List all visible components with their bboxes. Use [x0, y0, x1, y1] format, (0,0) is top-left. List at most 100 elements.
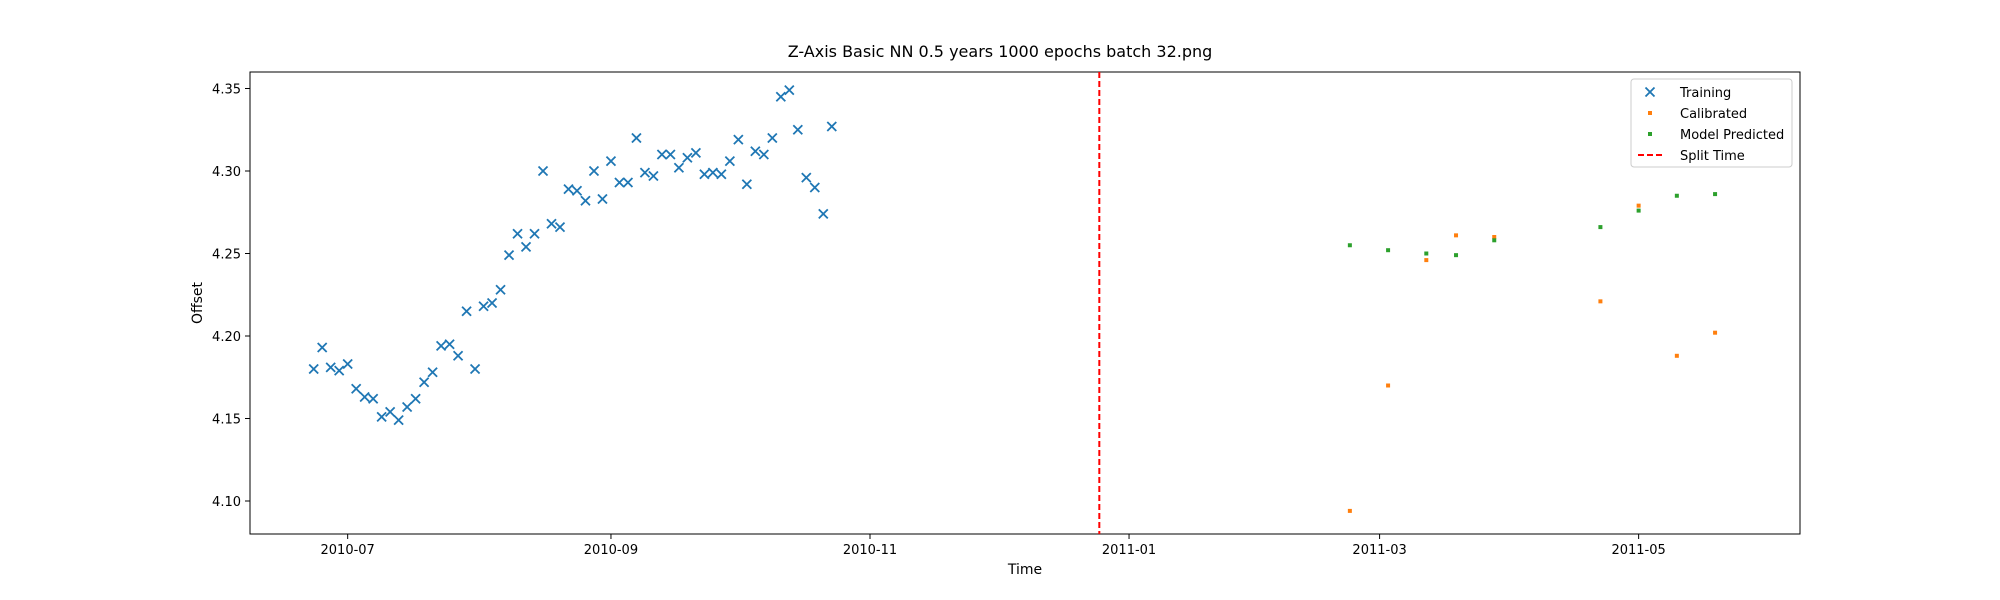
predicted-point [1347, 243, 1352, 248]
training-point [724, 155, 735, 167]
legend-marker-calibrated [1648, 111, 1652, 115]
y-tick-label: 4.15 [212, 413, 241, 428]
training-point [622, 177, 634, 188]
x-tick-label: 2011-01 [1102, 543, 1156, 558]
training-point [631, 132, 642, 144]
training-point [393, 415, 404, 426]
legend-label: Training [1679, 86, 1731, 101]
training-point [325, 362, 336, 373]
x-axis: 2010-07 2010-09 2010-11 2011-01 2011-03 2011-… [321, 534, 1666, 558]
predicted-point [1492, 238, 1497, 243]
x-axis-label: Time [1007, 562, 1042, 578]
training-point [716, 169, 727, 180]
calibrated-point [1386, 383, 1391, 388]
legend-label: Model Predicted [1680, 128, 1784, 143]
training-point [707, 167, 719, 178]
y-tick-label: 4.10 [212, 495, 241, 510]
calibrated-point [1424, 258, 1429, 263]
training-point [614, 177, 625, 188]
training-point [563, 184, 574, 195]
legend-label: Split Time [1680, 149, 1745, 164]
training-point [801, 172, 812, 183]
calibrated-point [1347, 508, 1352, 513]
calibrated-point [1598, 299, 1603, 304]
training-point [368, 393, 379, 404]
training-point [784, 85, 795, 96]
training-point [639, 167, 651, 178]
training-point [427, 367, 438, 378]
training-point [486, 297, 498, 309]
training-point [588, 165, 600, 177]
training-point [699, 169, 710, 180]
training-point [682, 152, 693, 163]
training-point [452, 350, 464, 361]
training-point [571, 185, 583, 196]
training-point [444, 339, 455, 350]
training-point [469, 363, 481, 375]
training-point [461, 306, 472, 317]
predicted-point [1386, 248, 1391, 253]
y-axis-label: Offset [190, 281, 206, 324]
training-point [546, 218, 557, 229]
training-point [818, 208, 829, 220]
predicted-point [1454, 253, 1459, 258]
legend-label: Calibrated [1680, 107, 1747, 122]
predicted-point [1424, 251, 1429, 256]
training-point [741, 179, 752, 190]
training-point [580, 195, 591, 206]
y-tick-label: 4.25 [212, 248, 241, 263]
training-point [478, 301, 489, 312]
series-calibrated [1347, 203, 1718, 513]
training-point [520, 241, 532, 253]
y-axis: 4.10 4.15 4.20 4.25 4.30 4.35 [212, 83, 250, 510]
training-point [308, 363, 319, 375]
training-point [401, 401, 413, 413]
training-point [690, 147, 702, 158]
training-point [733, 134, 744, 145]
plot-frame [249, 71, 1801, 535]
calibrated-point [1454, 233, 1459, 238]
legend-frame [1630, 78, 1793, 168]
legend: Training Calibrated Model Predicted Split T… [1630, 78, 1793, 168]
predicted-point [1636, 208, 1641, 213]
training-point [767, 132, 778, 144]
y-tick-label: 4.35 [212, 83, 241, 98]
training-point [351, 383, 362, 394]
training-point [503, 250, 515, 261]
x-tick-label: 2010-09 [584, 543, 638, 558]
training-point [826, 121, 837, 132]
x-tick-label: 2011-03 [1352, 543, 1406, 558]
calibrated-point [1713, 330, 1718, 335]
series-training [308, 85, 837, 426]
y-tick-label: 4.20 [212, 330, 241, 345]
x-tick-label: 2010-11 [843, 543, 897, 558]
series-model-predicted [1347, 192, 1718, 258]
training-point [758, 149, 769, 160]
training-point [317, 342, 328, 353]
training-point [537, 165, 549, 177]
chart-title: Z-Axis Basic NN 0.5 years 1000 epochs ba… [788, 42, 1213, 61]
training-point [410, 393, 421, 404]
training-point [342, 358, 353, 370]
predicted-point [1674, 193, 1679, 198]
y-tick-label: 4.30 [212, 165, 241, 180]
training-point [376, 411, 387, 422]
predicted-point [1598, 225, 1603, 230]
training-point [775, 91, 786, 102]
training-point [792, 124, 803, 135]
plot-area: 2010-07 2010-09 2010-11 2011-01 2011-03 2011-… [212, 71, 1801, 558]
training-point [385, 406, 396, 418]
training-point [529, 228, 540, 239]
series-layer [308, 85, 1718, 513]
training-point [605, 155, 617, 167]
training-point [334, 365, 345, 376]
legend-marker-model-predicted [1648, 132, 1652, 136]
training-point [495, 284, 506, 295]
x-tick-label: 2011-05 [1611, 543, 1665, 558]
training-point [512, 228, 523, 239]
training-point [554, 221, 566, 233]
training-point [597, 193, 608, 205]
training-point [418, 377, 430, 388]
x-tick-label: 2010-07 [321, 543, 375, 558]
